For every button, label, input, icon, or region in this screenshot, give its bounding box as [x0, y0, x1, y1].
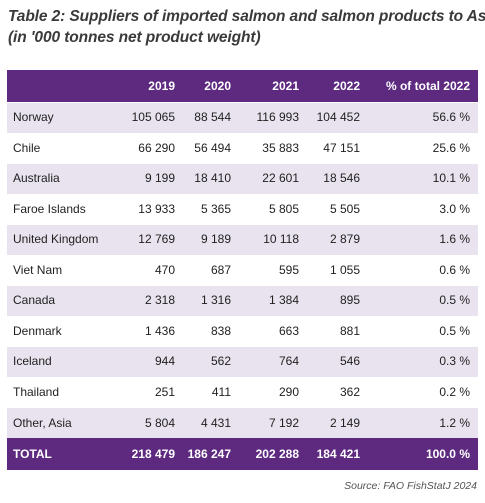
value-2022-cell: 362	[305, 376, 366, 407]
percent-cell: 0.5 %	[366, 284, 478, 316]
value-2021-cell: 1 384	[237, 284, 305, 316]
value-2021-cell: 290	[237, 376, 305, 407]
percent-cell: 0.5 %	[366, 315, 478, 346]
country-cell: Canada	[7, 284, 119, 316]
table-row: Norway 105 065 88 544 116 993 104 452 56…	[7, 101, 478, 133]
value-2021-cell: 764	[237, 345, 305, 377]
total-2019: 218 479	[131, 446, 175, 461]
value-2022-cell: 104 452	[305, 101, 366, 133]
value-2022-cell: 2 149	[305, 406, 366, 438]
table-row: Viet Nam 470 687 595 1 055 0.6 %	[7, 254, 478, 285]
value-2019-cell: 2 318	[119, 284, 181, 316]
percent-cell: 0.2 %	[366, 376, 478, 407]
value-2022-cell: 18 546	[305, 162, 366, 194]
value-2019-cell: 12 769	[119, 223, 181, 255]
table-row: Iceland 944 562 764 546 0.3 %	[7, 345, 478, 377]
value-2020-cell: 4 431	[181, 406, 237, 438]
value-2021-cell: 35 883	[237, 132, 305, 163]
value-2022-cell: 47 151	[305, 132, 366, 163]
country-cell: Australia	[7, 162, 119, 194]
value-2019-cell: 105 065	[119, 101, 181, 133]
country-cell: Norway	[7, 101, 119, 133]
percent-cell: 1.6 %	[366, 223, 478, 255]
table-title: Table 2: Suppliers of imported salmon an…	[8, 6, 485, 48]
table-title-line-2: (in '000 tonnes net product weight)	[8, 29, 261, 46]
value-2022-cell: 5 505	[305, 193, 366, 224]
country-cell: United Kingdom	[7, 223, 119, 255]
value-2021-cell: 595	[237, 254, 305, 285]
total-row: TOTAL 218 479 186 247 202 288 184 421 10…	[7, 437, 478, 470]
total-2020: 186 247	[187, 446, 231, 461]
percent-cell: 0.3 %	[366, 345, 478, 377]
source-note: Source: FAO FishStatJ 2024	[344, 480, 477, 492]
table-title-line-1: Table 2: Suppliers of imported salmon an…	[8, 8, 485, 25]
table-row: Denmark 1 436 838 663 881 0.5 %	[7, 315, 478, 346]
value-2020-cell: 18 410	[181, 162, 237, 194]
value-2019-cell: 1 436	[119, 315, 181, 346]
value-2020-cell: 687	[181, 254, 237, 285]
country-cell: Denmark	[7, 315, 119, 346]
country-cell: Viet Nam	[7, 254, 119, 285]
table-row: Faroe Islands 13 933 5 365 5 805 5 505 3…	[7, 193, 478, 224]
value-2020-cell: 1 316	[181, 284, 237, 316]
percent-cell: 1.2 %	[366, 406, 478, 438]
country-cell: Other, Asia	[7, 406, 119, 438]
table-row: United Kingdom 12 769 9 189 10 118 2 879…	[7, 223, 478, 255]
header-2019: 2019	[148, 78, 175, 93]
value-2020-cell: 9 189	[181, 223, 237, 255]
value-2019-cell: 944	[119, 345, 181, 377]
value-2020-cell: 56 494	[181, 132, 237, 163]
value-2020-cell: 411	[181, 376, 237, 407]
value-2021-cell: 22 601	[237, 162, 305, 194]
value-2019-cell: 13 933	[119, 193, 181, 224]
value-2020-cell: 562	[181, 345, 237, 377]
suppliers-table: 2019 2020 2021 2022 % of total 2022 Norw…	[7, 70, 478, 470]
value-2021-cell: 5 805	[237, 193, 305, 224]
country-cell: Faroe Islands	[7, 193, 119, 224]
total-2021: 202 288	[255, 446, 299, 461]
total-2022: 184 421	[316, 446, 360, 461]
table-row: Thailand 251 411 290 362 0.2 %	[7, 376, 478, 407]
value-2021-cell: 7 192	[237, 406, 305, 438]
value-2021-cell: 116 993	[237, 101, 305, 133]
value-2019-cell: 9 199	[119, 162, 181, 194]
percent-cell: 25.6 %	[366, 132, 478, 163]
table-row: Canada 2 318 1 316 1 384 895 0.5 %	[7, 284, 478, 316]
value-2019-cell: 251	[119, 376, 181, 407]
country-cell: Chile	[7, 132, 119, 163]
value-2019-cell: 5 804	[119, 406, 181, 438]
value-2022-cell: 2 879	[305, 223, 366, 255]
table-header-row: 2019 2020 2021 2022 % of total 2022	[7, 70, 478, 102]
table-row: Australia 9 199 18 410 22 601 18 546 10.…	[7, 162, 478, 194]
value-2021-cell: 663	[237, 315, 305, 346]
value-2019-cell: 470	[119, 254, 181, 285]
value-2022-cell: 895	[305, 284, 366, 316]
value-2022-cell: 881	[305, 315, 366, 346]
header-2020: 2020	[204, 78, 231, 93]
percent-cell: 0.6 %	[366, 254, 478, 285]
total-percent: 100.0 %	[425, 446, 470, 461]
header-percent-total-2022: % of total 2022	[385, 78, 470, 93]
percent-cell: 3.0 %	[366, 193, 478, 224]
header-2021: 2021	[272, 78, 299, 93]
country-cell: Thailand	[7, 376, 119, 407]
value-2020-cell: 5 365	[181, 193, 237, 224]
value-2020-cell: 88 544	[181, 101, 237, 133]
value-2021-cell: 10 118	[237, 223, 305, 255]
value-2020-cell: 838	[181, 315, 237, 346]
table-row: Chile 66 290 56 494 35 883 47 151 25.6 %	[7, 132, 478, 163]
value-2022-cell: 1 055	[305, 254, 366, 285]
value-2019-cell: 66 290	[119, 132, 181, 163]
header-country	[7, 70, 119, 102]
percent-cell: 10.1 %	[366, 162, 478, 194]
table-row: Other, Asia 5 804 4 431 7 192 2 149 1.2 …	[7, 406, 478, 438]
value-2022-cell: 546	[305, 345, 366, 377]
percent-cell: 56.6 %	[366, 101, 478, 133]
total-label: TOTAL	[13, 446, 52, 461]
header-2022: 2022	[333, 78, 360, 93]
country-cell: Iceland	[7, 345, 119, 377]
